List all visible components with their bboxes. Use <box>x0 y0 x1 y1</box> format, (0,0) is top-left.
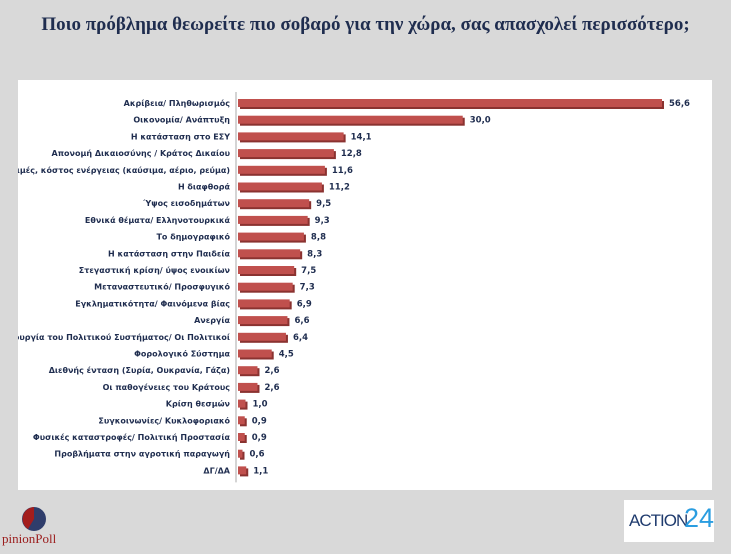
bar <box>238 199 310 208</box>
data-label: 0,6 <box>249 450 264 460</box>
category-label: Ακρίβεια/ Πληθωρισμός <box>124 98 231 108</box>
bar <box>238 433 245 441</box>
bar <box>238 132 344 141</box>
bar <box>238 99 662 107</box>
bar <box>238 115 463 124</box>
category-label: Φυσικές καταστροφές/ Πολιτική Προστασία <box>33 432 231 442</box>
category-label: Η κατάσταση στο ΕΣΥ <box>131 132 230 141</box>
category-label: Η κατάσταση στην Παιδεία <box>108 248 230 258</box>
data-label: 6,4 <box>293 333 308 343</box>
bar <box>238 349 272 358</box>
category-label: Κρίση θεσμών <box>166 399 231 409</box>
chart-title: Ποιο πρόβλημα θεωρείτε πιο σοβαρό για τη… <box>41 14 690 35</box>
data-label: 11,6 <box>332 166 353 176</box>
data-label: 1,0 <box>252 400 267 410</box>
data-label: 0,9 <box>252 433 267 443</box>
bar <box>238 165 325 174</box>
bar <box>238 149 334 158</box>
data-label: 9,3 <box>315 216 330 226</box>
data-label: 8,8 <box>311 233 326 243</box>
category-label: Μεταναστευτικό/ Προσφυγικό <box>94 282 230 292</box>
data-label: 2,6 <box>264 366 279 376</box>
category-label: Εγκληματικότητα/ Φαινόμενα βίας <box>75 298 230 308</box>
bar <box>238 366 258 375</box>
bar <box>238 399 246 408</box>
chart-panel: Ακρίβεια/ Πληθωρισμός 56,6 Οικονομία/ Ανάπ… <box>18 80 712 490</box>
category-label: Στεγαστική κρίση/ ύψος ενοικίων <box>79 265 231 275</box>
category-label: Εθνικά θέματα/ Ελληνοτουρκικά <box>85 215 231 225</box>
category-label: Απονομή Δικαιοσύνης / Κράτος Δικαίου <box>52 148 231 158</box>
category-label: Φορολογικό Σύστημα <box>134 349 230 359</box>
bar <box>238 266 295 274</box>
category-label: Συγκοινωνίες/ Κυκλοφοριακό <box>98 415 230 425</box>
category-label: Η λειτουργία του Πολιτικού Συστήματος/ Ο… <box>18 332 230 342</box>
data-label: 12,8 <box>341 149 362 159</box>
bar <box>238 282 293 291</box>
data-label: 14,1 <box>351 132 372 142</box>
bar <box>238 316 288 325</box>
opinionpoll-logo-text: pinionPoll <box>2 531 57 546</box>
data-label: 0,9 <box>252 416 267 426</box>
category-label: Το δημογραφικό <box>156 232 230 242</box>
bar <box>238 215 308 224</box>
bar <box>238 416 245 425</box>
bar <box>238 382 258 391</box>
category-label: Οικονομία/ Ανάπτυξη <box>133 115 230 125</box>
bar <box>238 182 322 191</box>
category-label: Διεθνής ένταση (Συρία, Ουκρανία, Γάζα) <box>49 365 230 375</box>
category-label: Ανεργία <box>194 315 230 325</box>
category-label: ΔΓ/ΔΑ <box>203 466 230 475</box>
data-label: 7,5 <box>301 266 316 276</box>
data-label: 1,1 <box>253 466 268 476</box>
bar <box>238 332 286 341</box>
data-label: 11,2 <box>329 183 350 193</box>
bar <box>238 299 290 308</box>
category-label: Ύψος εισοδημάτων <box>142 199 230 208</box>
bar <box>238 449 243 458</box>
data-label: 8,3 <box>307 249 322 259</box>
data-label: 7,3 <box>300 283 315 293</box>
data-label: 2,6 <box>264 383 279 393</box>
bar <box>238 466 247 475</box>
data-label: 9,5 <box>316 199 331 209</box>
data-label: 30,0 <box>470 116 491 126</box>
bar <box>238 232 304 241</box>
opinionpoll-logo <box>22 507 46 531</box>
action24-logo: ACTION 24 <box>624 500 714 542</box>
category-label: Προβλήματα στην αγροτική παραγωγή <box>54 450 230 459</box>
category-label: Τιμές, κόστος ενέργειας (καύσιμα, αέριο,… <box>18 165 230 175</box>
bar-chart: Ακρίβεια/ Πληθωρισμός 56,6 Οικονομία/ Ανάπ… <box>18 92 690 483</box>
category-label: Οι παθογένειες του Κράτους <box>103 382 231 392</box>
category-label: Η διαφθορά <box>178 183 231 192</box>
data-label: 6,6 <box>294 316 309 326</box>
data-label: 4,5 <box>279 350 294 360</box>
data-label: 56,6 <box>669 99 690 109</box>
data-label: 6,9 <box>297 299 312 309</box>
bar <box>238 249 301 258</box>
